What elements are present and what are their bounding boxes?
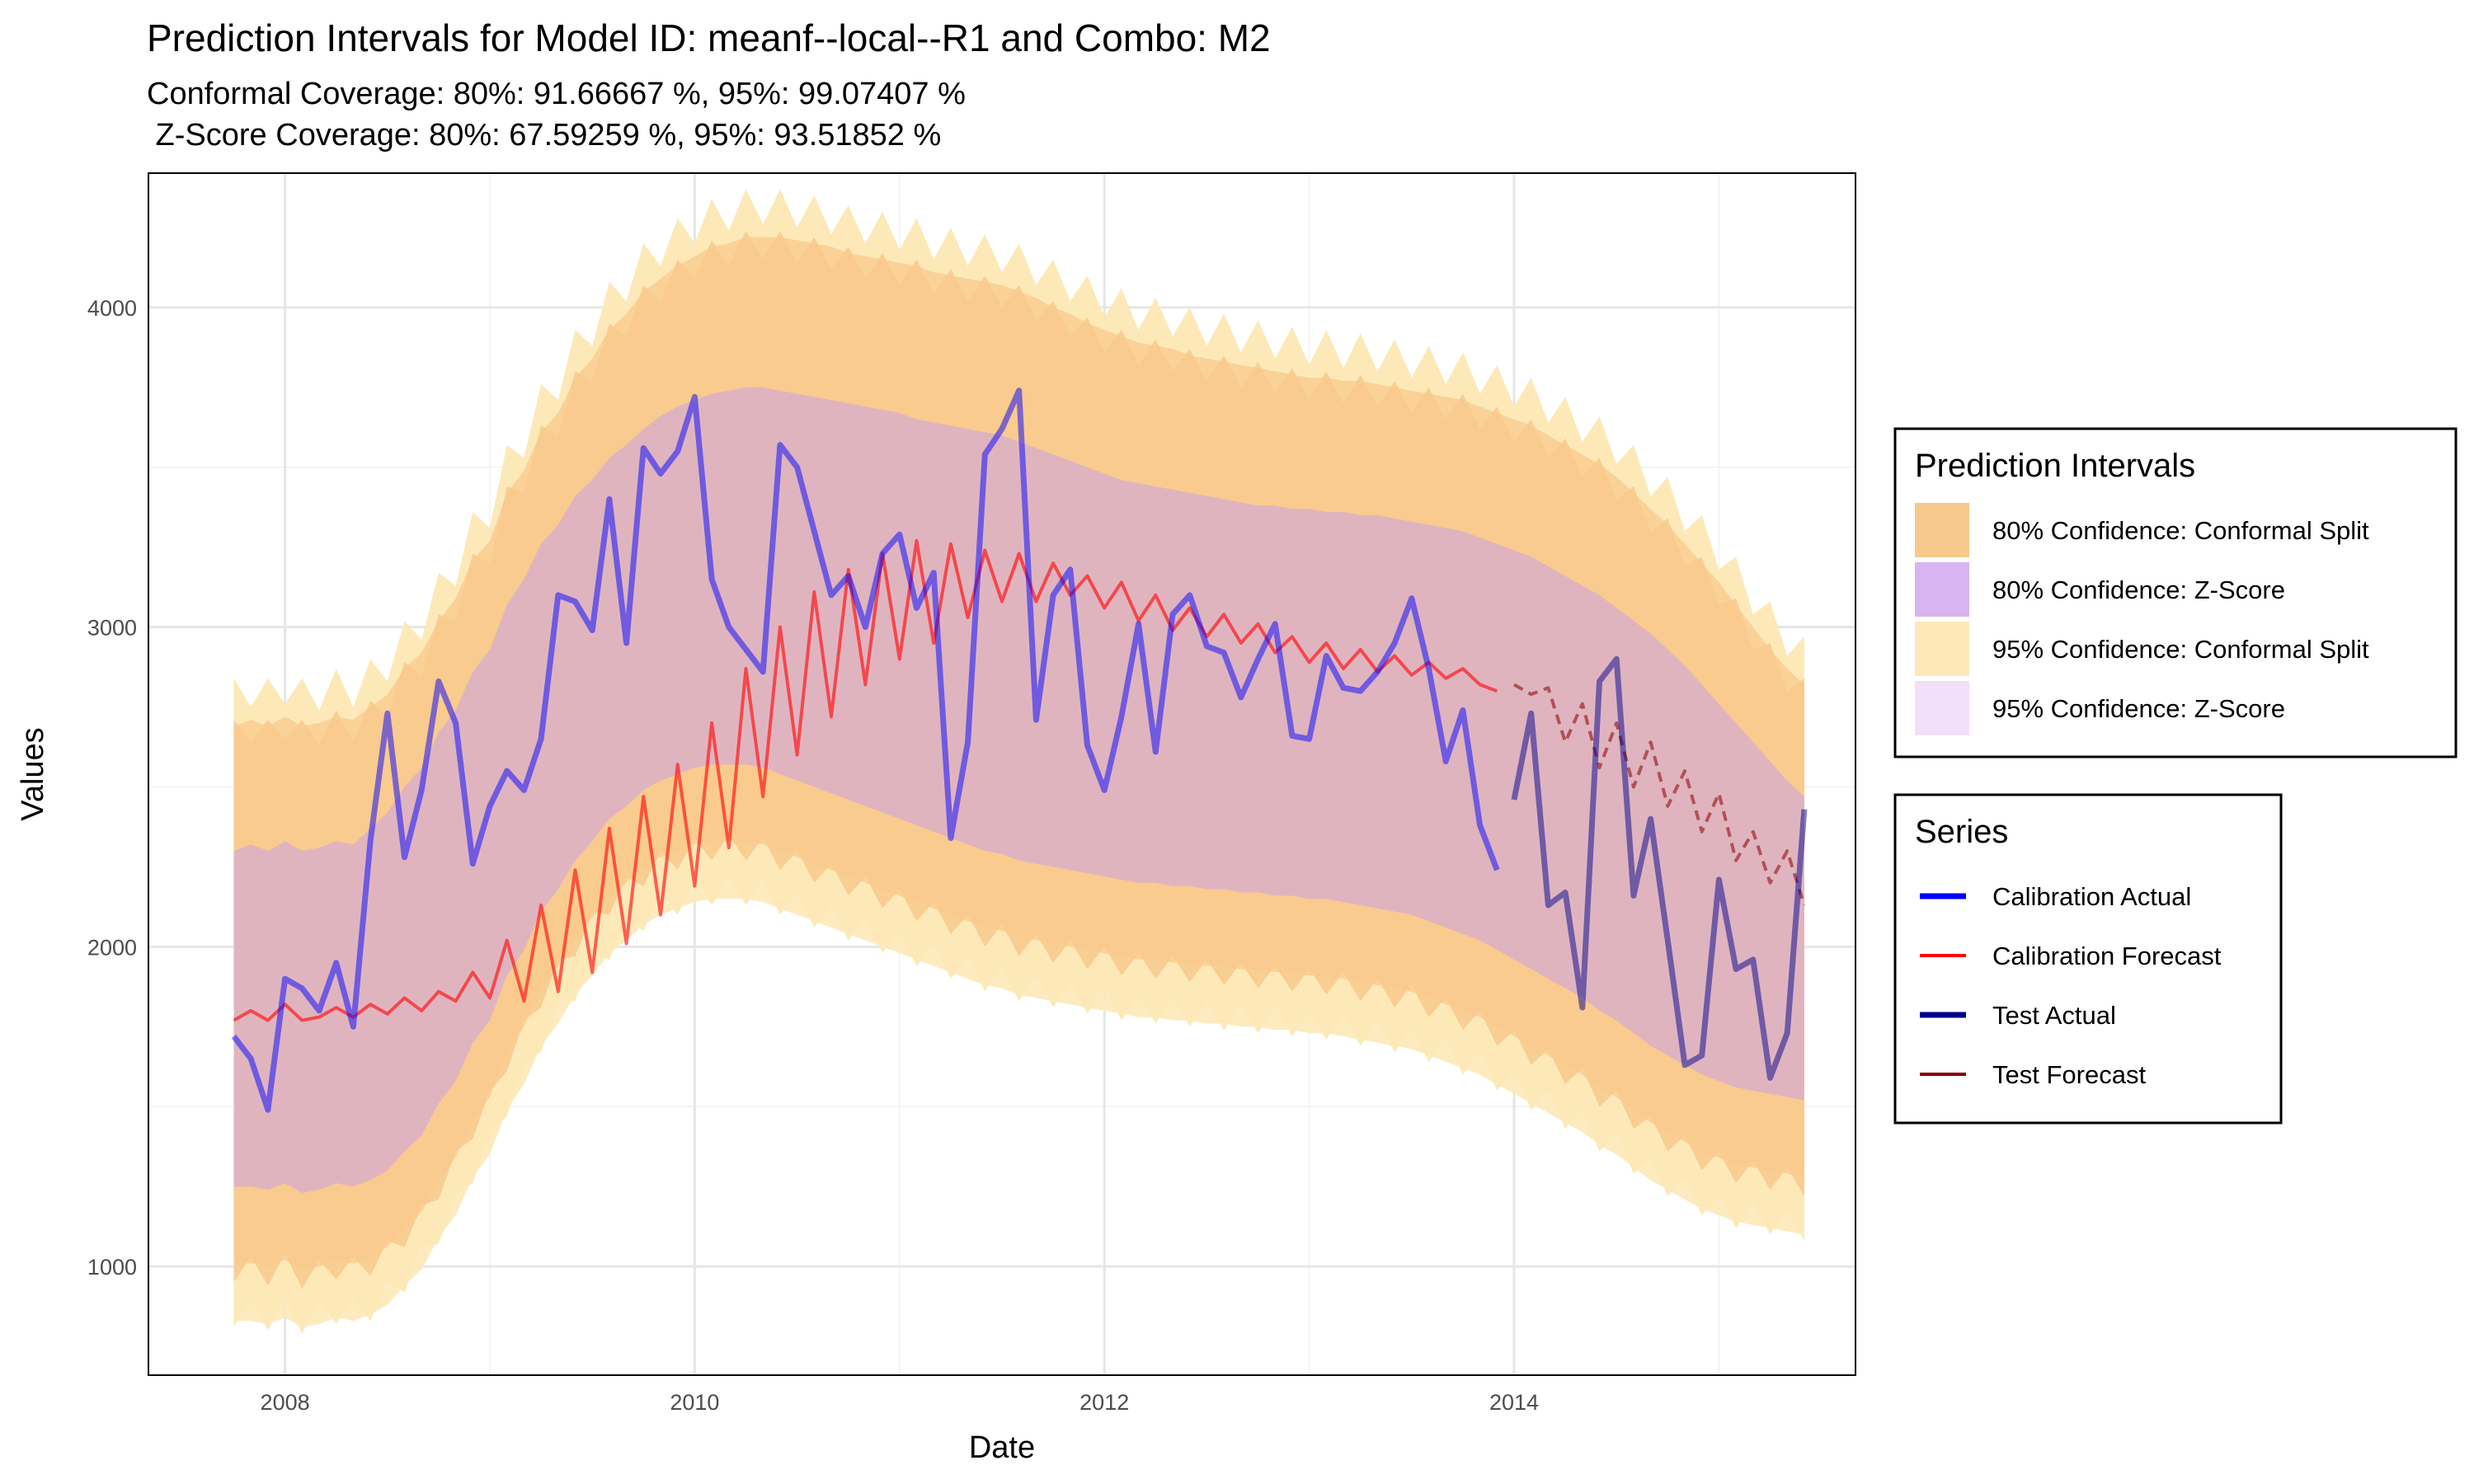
y-tick-label: 3000 <box>87 616 137 641</box>
legend-prediction-intervals: Prediction Intervals 80% Confidence: Con… <box>1893 427 2458 758</box>
legend-label-test-forecast: Test Forecast <box>1992 1060 2146 1089</box>
x-tick-label: 2012 <box>1079 1390 1129 1415</box>
legend-swatch-zscore-80 <box>1915 562 1969 617</box>
y-tick-label: 2000 <box>87 935 137 960</box>
legend-label-conformal-80: 80% Confidence: Conformal Split <box>1992 516 2369 545</box>
legend-box <box>1893 427 2458 758</box>
legend-label-conformal-95: 95% Confidence: Conformal Split <box>1992 635 2369 664</box>
y-tick-label: 4000 <box>87 296 137 321</box>
legend-label-zscore-80: 80% Confidence: Z-Score <box>1992 575 2285 604</box>
band-zscore-80 <box>233 387 1804 1193</box>
legend-label-test-actual: Test Actual <box>1992 1001 2116 1030</box>
series-lines <box>231 387 1808 1113</box>
legend-swatch-zscore-95 <box>1915 681 1969 735</box>
plot-border <box>148 172 1856 1376</box>
legend-title: Prediction Intervals <box>1915 448 2195 484</box>
legend-swatch-conformal-80 <box>1915 503 1969 557</box>
interval-bands <box>233 189 1804 1334</box>
y-tick-label: 1000 <box>87 1255 137 1280</box>
chart-subtitle-line-2: Z-Score Coverage: 80%: 67.59259 %, 95%: … <box>147 118 941 153</box>
x-tick-label: 2010 <box>670 1390 719 1415</box>
legend-label-calibration-actual: Calibration Actual <box>1992 882 2191 911</box>
x-axis-title: Date <box>969 1430 1035 1465</box>
y-axis-ticks: 1000 2000 3000 4000 <box>87 296 137 1280</box>
x-tick-label: 2008 <box>261 1390 310 1415</box>
legend-title: Series <box>1915 814 2008 850</box>
legend-label-zscore-95: 95% Confidence: Z-Score <box>1992 694 2285 723</box>
series-calibration-actual <box>231 387 1500 1113</box>
series-calibration-forecast <box>233 538 1498 1022</box>
legend-label-calibration-forecast: Calibration Forecast <box>1992 942 2222 970</box>
legend-box <box>1893 793 2283 1125</box>
legend-series: Series Calibration Actual Calibration Fo… <box>1893 793 2283 1125</box>
series-test-actual <box>1511 655 1808 1081</box>
plot-area <box>148 172 1856 1376</box>
y-axis-title: Values <box>16 727 50 820</box>
x-axis-ticks: 2008 2010 2012 2014 <box>261 1390 1539 1415</box>
legend-swatch-conformal-95 <box>1915 622 1969 676</box>
chart-subtitle-line-1: Conformal Coverage: 80%: 91.66667 %, 95%… <box>147 77 966 111</box>
chart-title: Prediction Intervals for Model ID: meanf… <box>147 16 1271 59</box>
series-test-forecast <box>1513 683 1806 906</box>
x-tick-label: 2014 <box>1489 1390 1539 1415</box>
